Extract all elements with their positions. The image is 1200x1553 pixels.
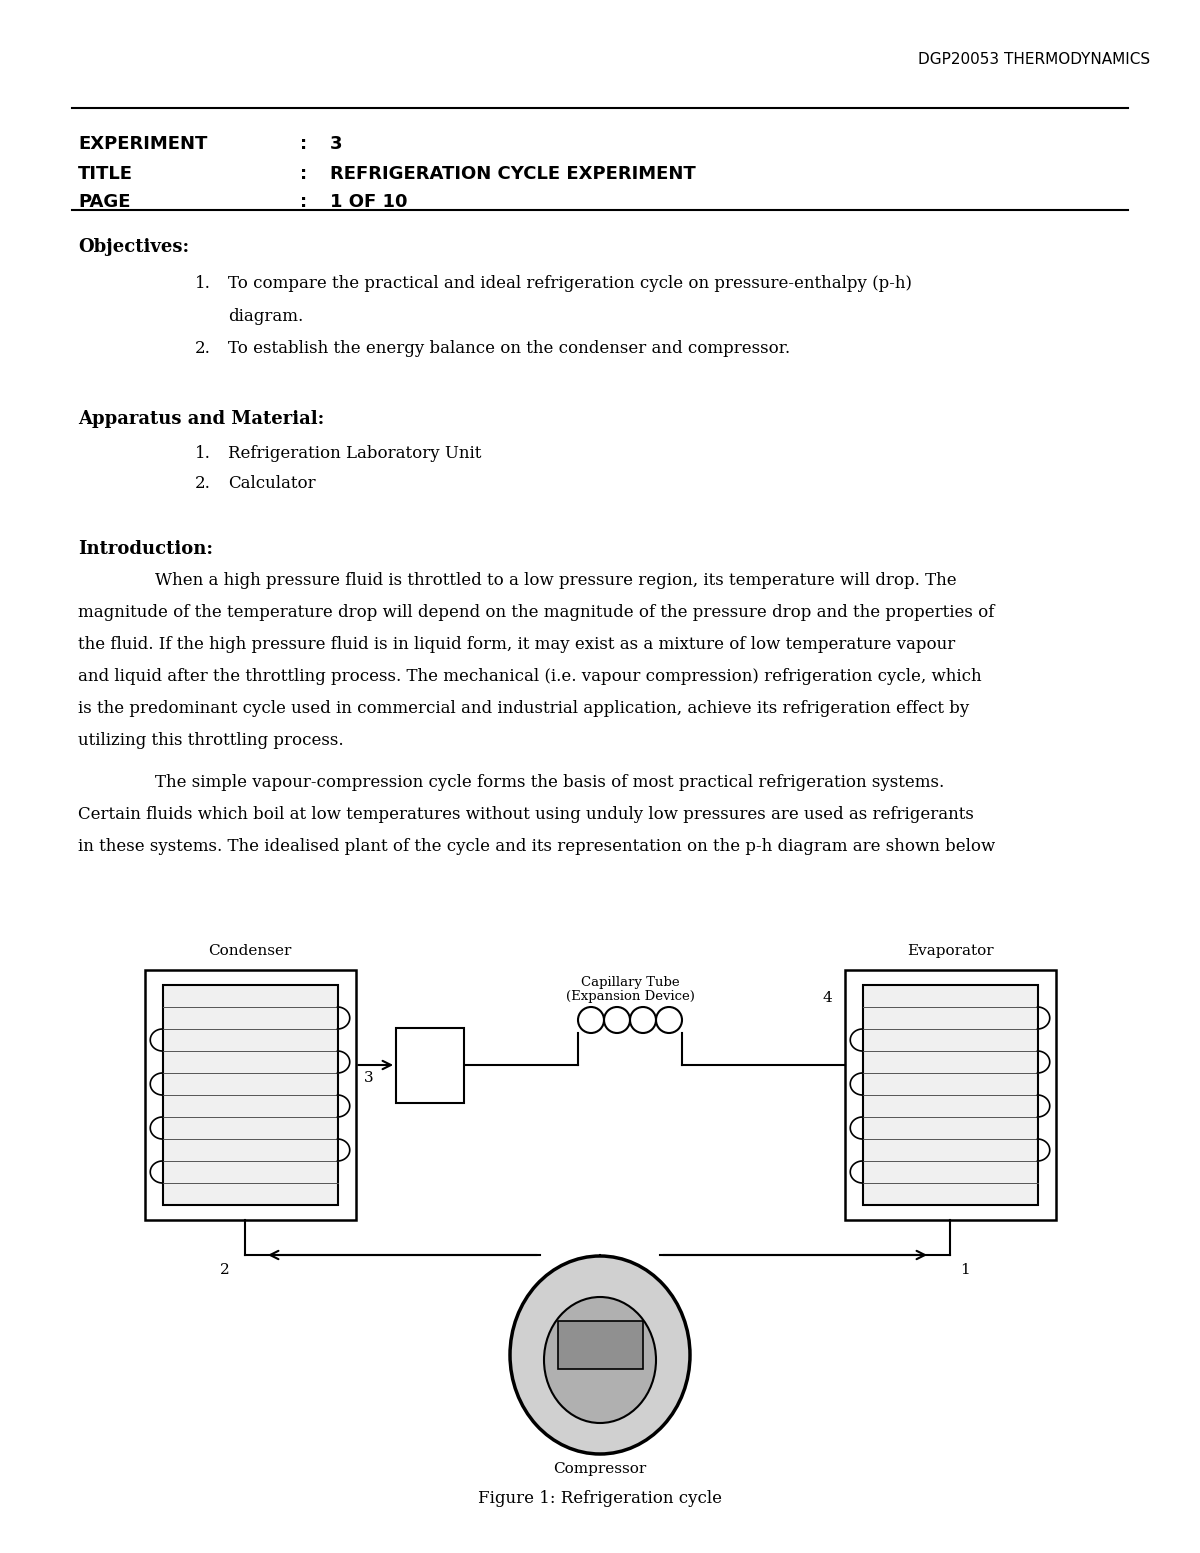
Text: Refrigeration Laboratory Unit: Refrigeration Laboratory Unit xyxy=(228,446,481,461)
Text: Objectives:: Objectives: xyxy=(78,238,190,256)
Text: Figure 1: Refrigeration cycle: Figure 1: Refrigeration cycle xyxy=(478,1489,722,1506)
Text: 1: 1 xyxy=(960,1263,970,1277)
Text: Evaporator: Evaporator xyxy=(907,944,994,958)
Text: 3: 3 xyxy=(364,1072,373,1086)
Bar xyxy=(396,1028,464,1103)
Text: Calculator: Calculator xyxy=(228,475,316,492)
Text: The simple vapour-compression cycle forms the basis of most practical refrigerat: The simple vapour-compression cycle form… xyxy=(155,773,944,790)
Bar xyxy=(162,985,337,1205)
Ellipse shape xyxy=(510,1256,690,1454)
Text: Apparatus and Material:: Apparatus and Material: xyxy=(78,410,324,429)
Text: :: : xyxy=(300,193,307,211)
Text: Capillary Tube: Capillary Tube xyxy=(581,975,679,989)
Text: diagram.: diagram. xyxy=(228,307,304,325)
Bar xyxy=(863,985,1038,1205)
Text: 2: 2 xyxy=(220,1263,229,1277)
Text: To compare the practical and ideal refrigeration cycle on pressure-enthalpy (p-h: To compare the practical and ideal refri… xyxy=(228,275,912,292)
Text: EXPERIMENT: EXPERIMENT xyxy=(78,135,208,154)
Text: the fluid. If the high pressure fluid is in liquid form, it may exist as a mixtu: the fluid. If the high pressure fluid is… xyxy=(78,637,955,652)
Text: Mass: Mass xyxy=(414,1045,446,1058)
Text: 1.: 1. xyxy=(194,446,211,461)
Bar xyxy=(845,971,1056,1221)
Text: DGP20053 THERMODYNAMICS: DGP20053 THERMODYNAMICS xyxy=(918,51,1150,67)
Bar xyxy=(144,971,355,1221)
Text: Condenser: Condenser xyxy=(209,944,292,958)
Text: and liquid after the throttling process. The mechanical (i.e. vapour compression: and liquid after the throttling process.… xyxy=(78,668,982,685)
Text: PAGE: PAGE xyxy=(78,193,131,211)
Bar xyxy=(558,1322,642,1370)
Text: is the predominant cycle used in commercial and industrial application, achieve : is the predominant cycle used in commerc… xyxy=(78,700,970,717)
Text: TITLE: TITLE xyxy=(78,165,133,183)
Text: REFRIGERATION CYCLE EXPERIMENT: REFRIGERATION CYCLE EXPERIMENT xyxy=(330,165,696,183)
Text: (Expansion Device): (Expansion Device) xyxy=(565,989,695,1003)
Text: Certain fluids which boil at low temperatures without using unduly low pressures: Certain fluids which boil at low tempera… xyxy=(78,806,974,823)
Ellipse shape xyxy=(544,1297,656,1423)
Text: :: : xyxy=(300,135,307,154)
Text: 2.: 2. xyxy=(194,340,211,357)
Text: Flow: Flow xyxy=(414,1059,445,1072)
Text: 3: 3 xyxy=(330,135,342,154)
Text: Meter: Meter xyxy=(410,1073,449,1086)
Text: 1 OF 10: 1 OF 10 xyxy=(330,193,408,211)
Text: To establish the energy balance on the condenser and compressor.: To establish the energy balance on the c… xyxy=(228,340,790,357)
Text: utilizing this throttling process.: utilizing this throttling process. xyxy=(78,731,343,749)
Text: :: : xyxy=(300,165,307,183)
Text: magnitude of the temperature drop will depend on the magnitude of the pressure d: magnitude of the temperature drop will d… xyxy=(78,604,995,621)
Text: Introduction:: Introduction: xyxy=(78,540,214,558)
Text: in these systems. The idealised plant of the cycle and its representation on the: in these systems. The idealised plant of… xyxy=(78,839,995,856)
Text: Compressor: Compressor xyxy=(553,1461,647,1475)
Text: When a high pressure fluid is throttled to a low pressure region, its temperatur: When a high pressure fluid is throttled … xyxy=(155,572,956,589)
Text: 4: 4 xyxy=(823,991,833,1005)
Text: 1.: 1. xyxy=(194,275,211,292)
Text: 2.: 2. xyxy=(194,475,211,492)
